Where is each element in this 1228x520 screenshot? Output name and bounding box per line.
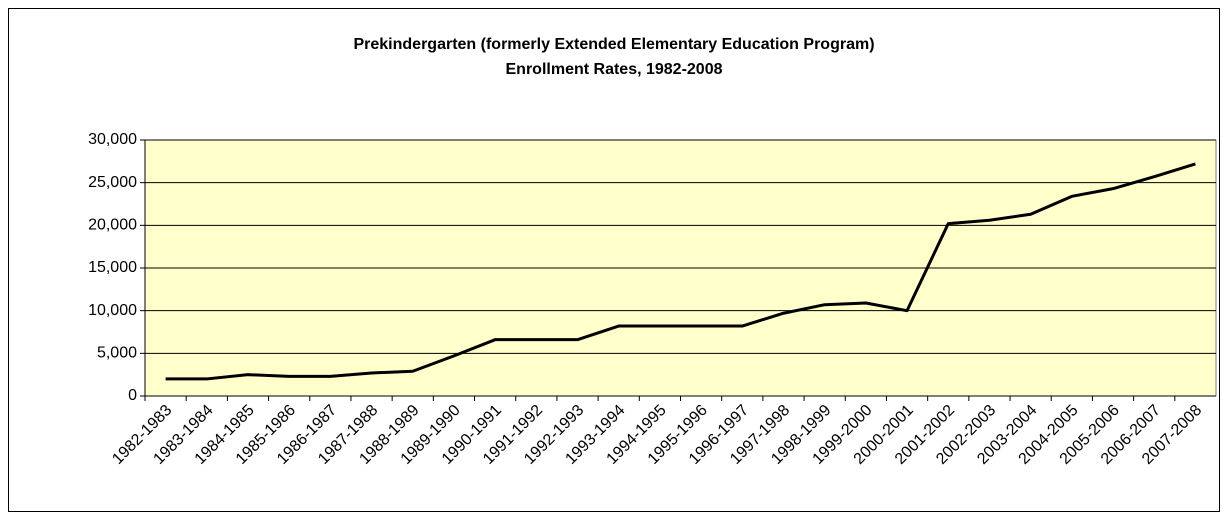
chart-title: Prekindergarten (formerly Extended Eleme… xyxy=(353,36,874,53)
y-tick-label: 20,000 xyxy=(88,217,137,234)
chart-subtitle: Enrollment Rates, 1982-2008 xyxy=(506,61,723,78)
y-tick-label: 5,000 xyxy=(97,345,137,362)
y-tick-label: 10,000 xyxy=(88,302,137,319)
y-tick-label: 25,000 xyxy=(88,174,137,191)
data-line xyxy=(165,162,1196,381)
y-tick-label: 0 xyxy=(128,387,137,404)
y-tick-label: 30,000 xyxy=(88,131,137,148)
y-tick-label: 15,000 xyxy=(88,259,137,276)
